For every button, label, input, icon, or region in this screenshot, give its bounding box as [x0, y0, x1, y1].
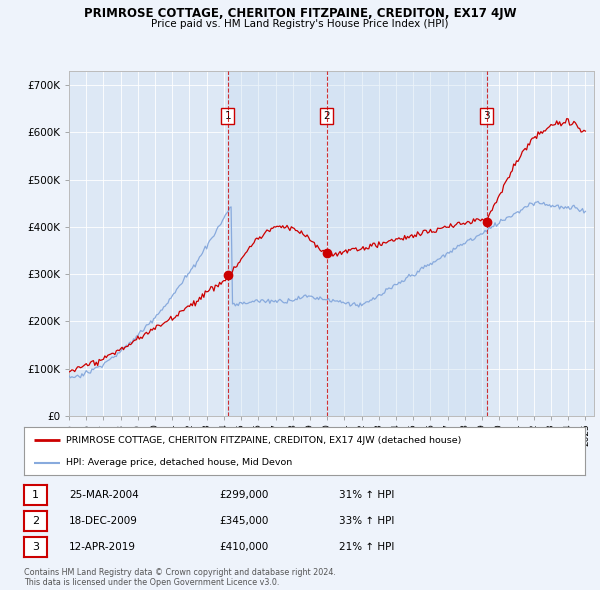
Text: PRIMROSE COTTAGE, CHERITON FITZPAINE, CREDITON, EX17 4JW: PRIMROSE COTTAGE, CHERITON FITZPAINE, CR… — [83, 7, 517, 20]
Text: 2: 2 — [32, 516, 39, 526]
Text: 33% ↑ HPI: 33% ↑ HPI — [339, 516, 394, 526]
Text: 3: 3 — [484, 111, 490, 121]
Text: Price paid vs. HM Land Registry's House Price Index (HPI): Price paid vs. HM Land Registry's House … — [151, 19, 449, 29]
Text: HPI: Average price, detached house, Mid Devon: HPI: Average price, detached house, Mid … — [66, 458, 292, 467]
Text: Contains HM Land Registry data © Crown copyright and database right 2024.
This d: Contains HM Land Registry data © Crown c… — [24, 568, 336, 587]
Text: 1: 1 — [224, 111, 231, 121]
Bar — [228, 71, 487, 416]
Text: 2: 2 — [323, 111, 330, 121]
Text: £345,000: £345,000 — [219, 516, 268, 526]
Text: £410,000: £410,000 — [219, 542, 268, 552]
Text: 31% ↑ HPI: 31% ↑ HPI — [339, 490, 394, 500]
Text: 1: 1 — [32, 490, 39, 500]
Text: 21% ↑ HPI: 21% ↑ HPI — [339, 542, 394, 552]
Text: 3: 3 — [32, 542, 39, 552]
Text: PRIMROSE COTTAGE, CHERITON FITZPAINE, CREDITON, EX17 4JW (detached house): PRIMROSE COTTAGE, CHERITON FITZPAINE, CR… — [66, 435, 461, 445]
Text: 12-APR-2019: 12-APR-2019 — [69, 542, 136, 552]
Text: £299,000: £299,000 — [219, 490, 268, 500]
Text: 18-DEC-2009: 18-DEC-2009 — [69, 516, 138, 526]
Text: 25-MAR-2004: 25-MAR-2004 — [69, 490, 139, 500]
